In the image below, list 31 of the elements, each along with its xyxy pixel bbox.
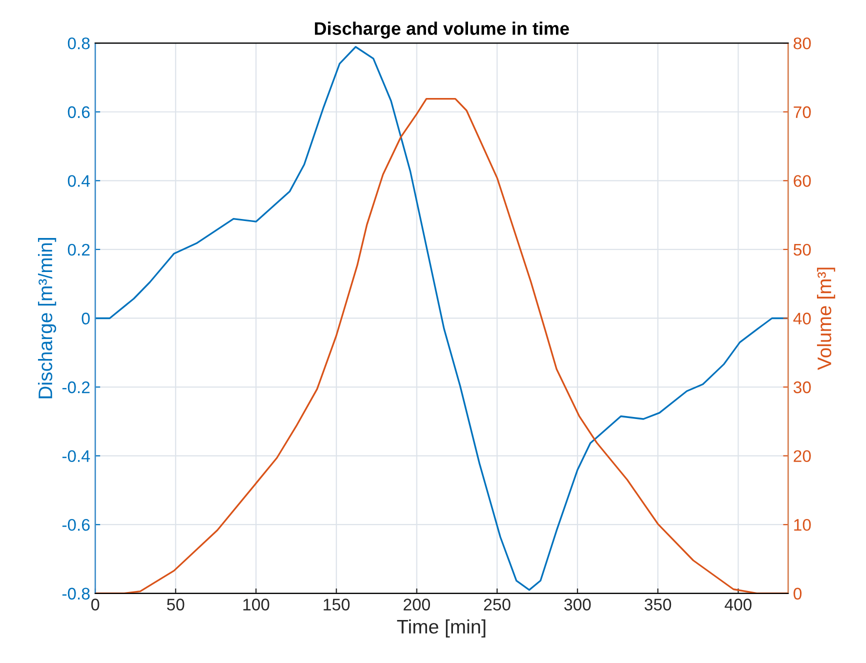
y2-tick-label: 40 xyxy=(793,312,811,324)
x-tick-label: 100 xyxy=(243,598,270,610)
y2-tick-label: 10 xyxy=(794,519,811,531)
x-tick-label: 150 xyxy=(324,598,350,610)
y2-tick-label: 50 xyxy=(794,244,811,256)
x-tick-label: 300 xyxy=(564,598,591,610)
y-tick-label: 0.8 xyxy=(68,37,90,50)
y-tick-label: 0.6 xyxy=(68,106,90,118)
x-tick-label: 200 xyxy=(404,598,430,610)
y2-tick-label: 0 xyxy=(794,588,802,600)
y-tick-label: -0.4 xyxy=(62,450,90,462)
y-tick-label: -0.6 xyxy=(62,519,90,531)
y2-axis-title: Volume [m³] xyxy=(817,268,836,370)
y-axis-title: Discharge [m³/min] xyxy=(38,238,56,398)
y-tick-label: -0.2 xyxy=(62,381,90,394)
x-tick-label: 0 xyxy=(91,598,100,610)
y2-tick-label: 60 xyxy=(794,175,811,187)
y2-tick-label: 70 xyxy=(794,106,811,118)
x-tick-label: 250 xyxy=(484,598,510,610)
y2-tick-label: 80 xyxy=(794,37,811,50)
y-tick-label: 0.2 xyxy=(68,244,90,256)
y-tick-label: 0 xyxy=(82,312,90,324)
y2-tick-label: 30 xyxy=(794,381,811,394)
x-axis-title: Time [min] xyxy=(397,619,486,638)
x-tick-label: 50 xyxy=(167,598,184,610)
x-tick-label: 350 xyxy=(644,598,672,610)
x-tick-label: 400 xyxy=(724,598,752,610)
y2-tick-label: 20 xyxy=(794,450,811,462)
y-tick-label: -0.8 xyxy=(62,588,90,600)
y-tick-label: 0.4 xyxy=(68,175,90,187)
chart-title: Discharge and volume in time xyxy=(314,22,569,39)
